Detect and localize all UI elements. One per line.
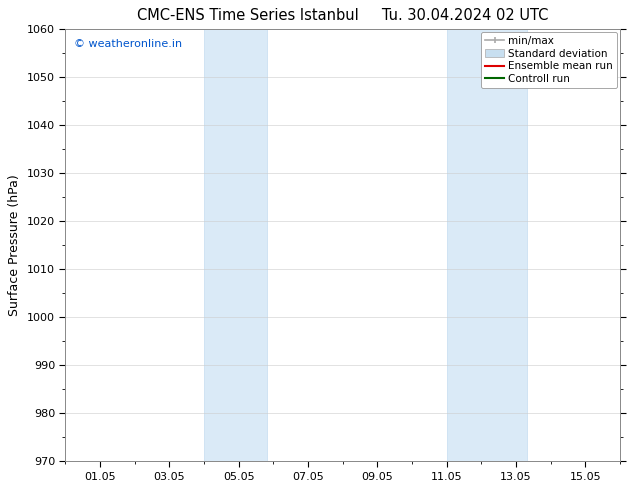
- Title: CMC-ENS Time Series Istanbul     Tu. 30.04.2024 02 UTC: CMC-ENS Time Series Istanbul Tu. 30.04.2…: [137, 8, 548, 24]
- Text: © weatheronline.in: © weatheronline.in: [74, 40, 182, 49]
- Bar: [447, 29, 526, 461]
- Legend: min/max, Standard deviation, Ensemble mean run, Controll run: min/max, Standard deviation, Ensemble me…: [481, 32, 617, 88]
- Y-axis label: Surface Pressure (hPa): Surface Pressure (hPa): [8, 174, 22, 316]
- Bar: [204, 29, 266, 461]
